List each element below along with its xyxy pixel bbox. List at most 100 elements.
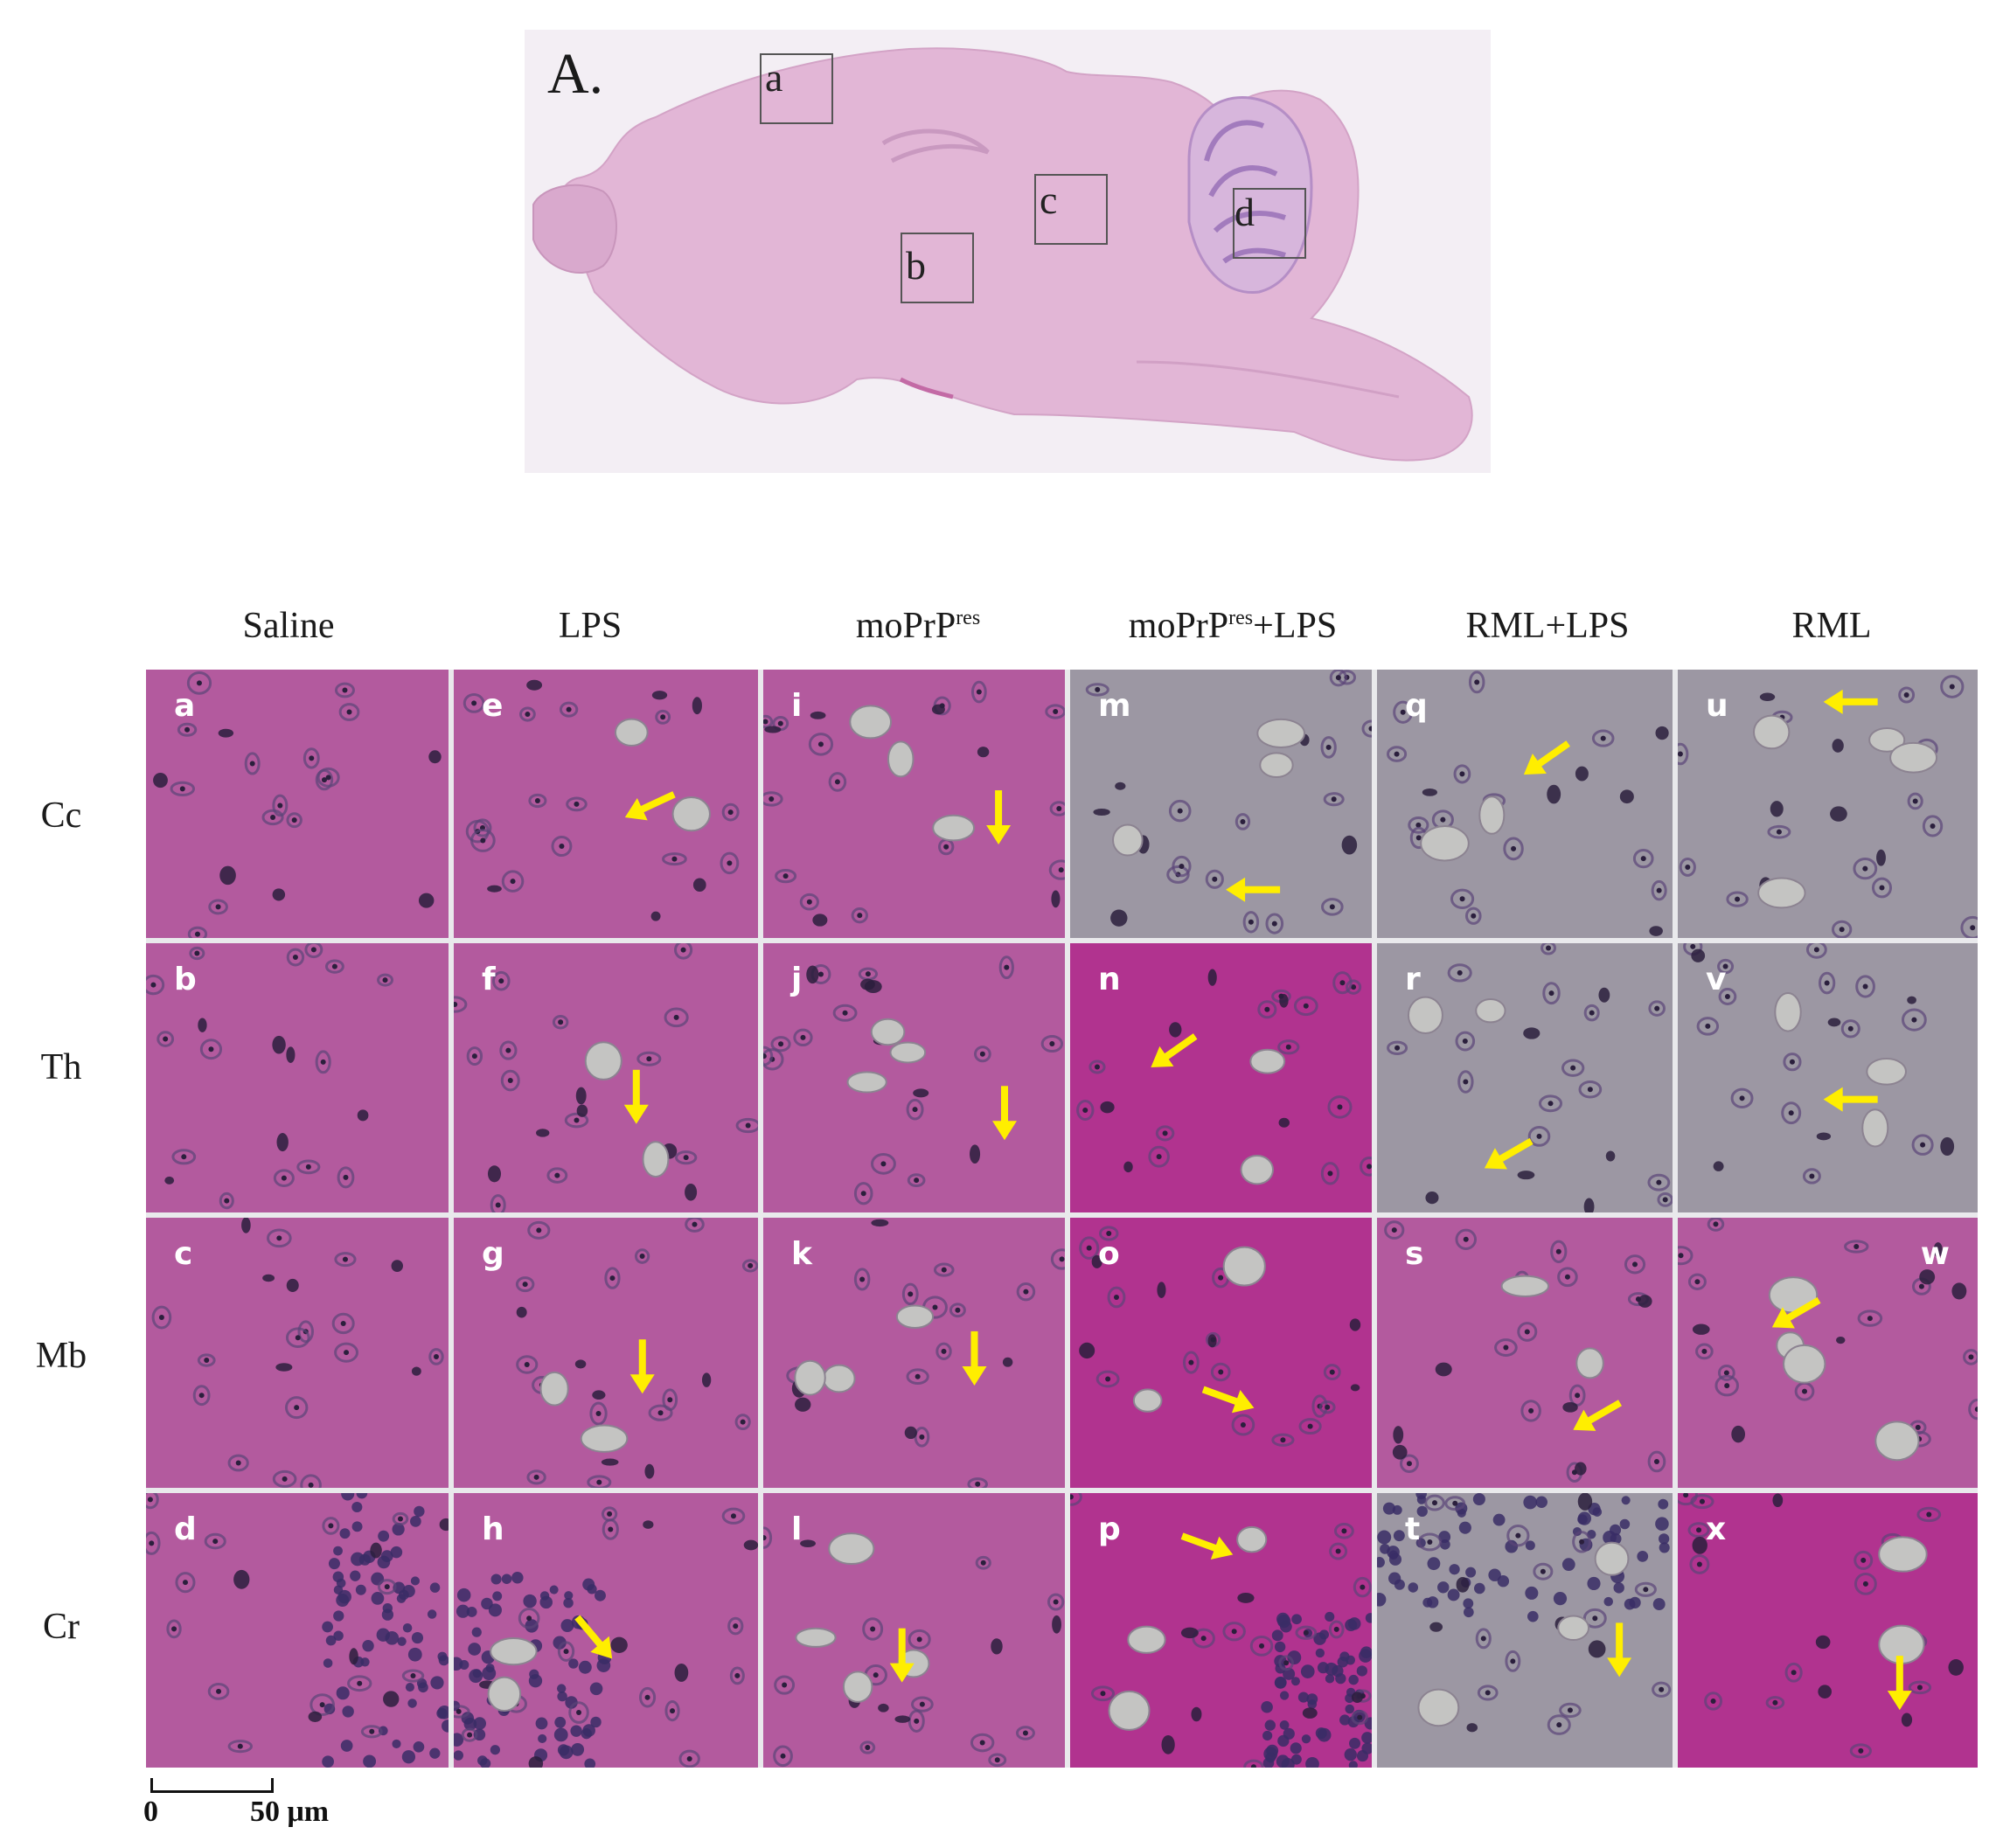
micrograph-image-c	[146, 1218, 449, 1488]
micrograph-panel-o: o	[1070, 1218, 1372, 1488]
micrograph-panel-x: x	[1678, 1493, 1978, 1768]
column-header-rml-lps: RML+LPS	[1465, 606, 1630, 646]
micrograph-image-l	[763, 1493, 1065, 1768]
scale-zero-label: 0	[143, 1796, 158, 1828]
micrograph-image-b	[146, 943, 449, 1212]
lesion-arrow-x	[1887, 1656, 1912, 1711]
lesion-arrow-v	[1823, 1087, 1878, 1112]
column-header-lps: LPS	[558, 606, 622, 646]
lesion-arrow-h	[574, 1615, 613, 1659]
panel-letter-w: w	[1920, 1236, 1950, 1272]
region-box-label-b: b	[906, 243, 926, 288]
micrograph-image-m	[1070, 670, 1372, 938]
panel-letter-b: b	[174, 962, 197, 997]
region-box-label-c: c	[1040, 177, 1058, 222]
micrograph-grid: a b c d e f g h i j k l m n o p q r s t u v w x	[146, 670, 1978, 1768]
micrograph-panel-f: f	[454, 943, 758, 1212]
micrograph-image-n	[1070, 943, 1372, 1212]
panel-letter-u: u	[1706, 688, 1728, 724]
micrograph-panel-g: g	[454, 1218, 758, 1488]
micrograph-panel-t: t	[1377, 1493, 1673, 1768]
micrograph-image-g	[454, 1218, 758, 1488]
micrograph-image-x	[1678, 1493, 1978, 1768]
region-box-label-d: d	[1234, 190, 1255, 234]
panel-letter-j: j	[791, 962, 803, 997]
micrograph-panel-q: q	[1377, 670, 1673, 938]
panel-letter-h: h	[482, 1511, 504, 1547]
panel-letter-f: f	[482, 962, 496, 997]
micrograph-image-s	[1377, 1218, 1673, 1488]
micrograph-image-u	[1678, 670, 1978, 938]
panel-letter-r: r	[1405, 962, 1421, 997]
micrograph-panel-m: m	[1070, 670, 1372, 938]
micrograph-panel-r: r	[1377, 943, 1673, 1212]
panel-letter-t: t	[1405, 1511, 1421, 1547]
micrograph-panel-u: u	[1678, 670, 1978, 938]
scale-length-label: 50 μm	[250, 1796, 330, 1828]
micrograph-image-e	[454, 670, 758, 938]
lesion-arrow-s	[1573, 1400, 1623, 1431]
lesion-arrow-f	[623, 1069, 649, 1124]
micrograph-image-r	[1377, 943, 1673, 1212]
lesion-arrow-e	[624, 791, 676, 821]
lesion-arrow-n	[1151, 1033, 1198, 1067]
micrograph-panel-c: c	[146, 1218, 449, 1488]
lesion-arrow-u	[1823, 689, 1878, 714]
micrograph-panel-e: e	[454, 670, 758, 938]
panel-letter-a: a	[174, 688, 196, 724]
row-label-cr: Cr	[43, 1607, 80, 1647]
panel-letter-k: k	[791, 1236, 812, 1272]
lesion-arrow-o	[1201, 1386, 1255, 1414]
lesion-arrow-i	[986, 790, 1012, 845]
micrograph-image-t	[1377, 1493, 1673, 1768]
lesion-arrow-l	[889, 1628, 915, 1683]
micrograph-image-f	[454, 943, 758, 1212]
micrograph-panel-d: d	[146, 1493, 449, 1768]
panel-letter-e: e	[482, 688, 504, 724]
lesion-arrow-r	[1484, 1137, 1534, 1170]
row-label-mb: Mb	[35, 1336, 87, 1376]
lesion-arrow-q	[1523, 740, 1570, 775]
panel-letter-v: v	[1706, 962, 1727, 997]
micrograph-panel-w: w	[1678, 1218, 1978, 1488]
region-box-label-a: a	[765, 55, 783, 100]
micrograph-image-w	[1678, 1218, 1978, 1488]
micrograph-panel-a: a	[146, 670, 449, 938]
micrograph-panel-s: s	[1377, 1218, 1673, 1488]
micrograph-image-a	[146, 670, 449, 938]
micrograph-image-o	[1070, 1218, 1372, 1488]
panel-letter-i: i	[791, 688, 803, 724]
column-header-moprpres: moPrPres	[855, 606, 981, 646]
panel-letter-p: p	[1098, 1511, 1121, 1547]
lesion-arrow-t	[1607, 1622, 1632, 1678]
micrograph-image-v	[1678, 943, 1978, 1212]
scale-bar	[150, 1778, 274, 1793]
micrograph-panel-k: k	[763, 1218, 1065, 1488]
micrograph-panel-h: h	[454, 1493, 758, 1768]
row-label-th: Th	[40, 1047, 82, 1087]
panel-letter-s: s	[1405, 1236, 1424, 1272]
lesion-arrow-k	[962, 1330, 987, 1386]
micrograph-panel-i: i	[763, 670, 1065, 938]
micrograph-panel-b: b	[146, 943, 449, 1212]
micrograph-image-q	[1377, 670, 1673, 938]
lesion-arrow-j	[992, 1086, 1017, 1141]
micrograph-panel-n: n	[1070, 943, 1372, 1212]
column-header-saline: Saline	[242, 606, 335, 646]
panel-letter-d: d	[174, 1511, 197, 1547]
micrograph-image-j	[763, 943, 1065, 1212]
panel-letter-m: m	[1098, 688, 1131, 724]
lesion-arrow-p	[1180, 1532, 1234, 1560]
micrograph-panel-v: v	[1678, 943, 1978, 1212]
column-header-moprpres-lps: moPrPres+LPS	[1128, 606, 1338, 646]
lesion-arrow-m	[1226, 877, 1281, 902]
micrograph-panel-j: j	[763, 943, 1065, 1212]
row-label-cc: Cc	[40, 795, 82, 836]
column-header-rml: RML	[1791, 606, 1872, 646]
sagittal-brain-outline	[532, 47, 1473, 462]
panel-letter-g: g	[482, 1236, 504, 1272]
micrograph-image-p	[1070, 1493, 1372, 1768]
figure-panel-label: A.	[547, 42, 604, 106]
micrograph-image-h	[454, 1493, 758, 1768]
panel-letter-n: n	[1098, 962, 1121, 997]
